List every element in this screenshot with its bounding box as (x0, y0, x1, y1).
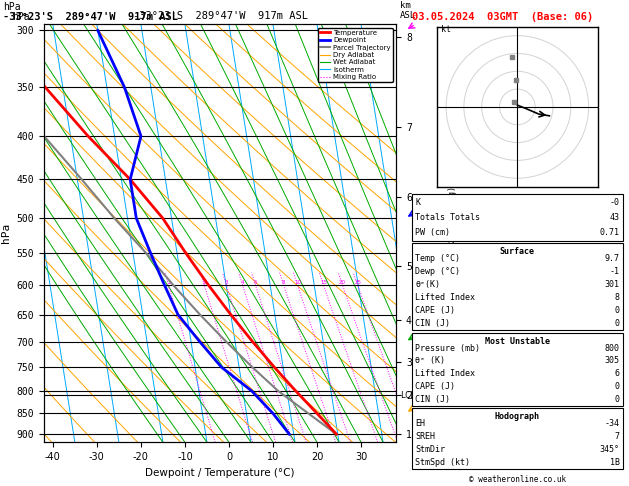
Text: θᵉ (K): θᵉ (K) (415, 356, 445, 365)
Text: -33°23'S  289°47'W  917m ASL: -33°23'S 289°47'W 917m ASL (3, 12, 178, 22)
Text: K: K (415, 198, 420, 207)
Text: θᵉ(K): θᵉ(K) (415, 280, 440, 289)
Text: Lifted Index: Lifted Index (415, 293, 475, 302)
Text: 0: 0 (615, 306, 620, 315)
Text: 0: 0 (615, 382, 620, 391)
Text: -0: -0 (610, 198, 620, 207)
Text: 25: 25 (354, 280, 361, 285)
Text: 3: 3 (225, 280, 228, 285)
Text: Lifted Index: Lifted Index (415, 369, 475, 378)
Text: StmDir: StmDir (415, 445, 445, 454)
Text: 4: 4 (241, 280, 244, 285)
Text: CIN (J): CIN (J) (415, 319, 450, 329)
Text: Dewp (°C): Dewp (°C) (415, 267, 460, 276)
Text: Mixing Ratio (g/kg): Mixing Ratio (g/kg) (448, 186, 457, 281)
Text: 2: 2 (203, 280, 206, 285)
Text: kt: kt (441, 25, 451, 34)
Text: Hodograph: Hodograph (495, 412, 540, 421)
Bar (412, 408, 623, 469)
Text: km
ASL: km ASL (400, 0, 416, 20)
Y-axis label: hPa: hPa (1, 223, 11, 243)
Text: 8: 8 (615, 293, 620, 302)
Text: 8: 8 (282, 280, 286, 285)
Text: CAPE (J): CAPE (J) (415, 306, 455, 315)
Text: 15: 15 (320, 280, 327, 285)
Text: PW (cm): PW (cm) (415, 228, 450, 237)
Text: 0.71: 0.71 (599, 228, 620, 237)
Text: 305: 305 (604, 356, 620, 365)
Text: 6: 6 (615, 369, 620, 378)
Bar (412, 243, 623, 330)
Text: Most Unstable: Most Unstable (485, 337, 550, 346)
Text: Surface: Surface (500, 247, 535, 256)
Text: 345°: 345° (599, 445, 620, 454)
Text: -34: -34 (604, 419, 620, 428)
Text: EH: EH (415, 419, 425, 428)
Text: 1B: 1B (610, 458, 620, 467)
Text: 5: 5 (253, 280, 257, 285)
Text: StmSpd (kt): StmSpd (kt) (415, 458, 470, 467)
Text: 03.05.2024  03GMT  (Base: 06): 03.05.2024 03GMT (Base: 06) (412, 12, 593, 22)
Text: 0: 0 (615, 319, 620, 329)
Text: Totals Totals: Totals Totals (415, 213, 480, 222)
Text: 0: 0 (615, 395, 620, 404)
Text: -1: -1 (610, 267, 620, 276)
Text: CIN (J): CIN (J) (415, 395, 450, 404)
Text: Pressure (mb): Pressure (mb) (415, 344, 480, 352)
Legend: Temperature, Dewpoint, Parcel Trajectory, Dry Adiabat, Wet Adiabat, Isotherm, Mi: Temperature, Dewpoint, Parcel Trajectory… (318, 28, 392, 82)
Bar (412, 194, 623, 241)
Text: hPa: hPa (3, 2, 21, 12)
Text: 7: 7 (615, 432, 620, 441)
Text: 1: 1 (167, 280, 170, 285)
Bar (412, 333, 623, 406)
Title: -33°23'S  289°47'W  917m ASL: -33°23'S 289°47'W 917m ASL (133, 11, 308, 21)
Text: 10: 10 (294, 280, 301, 285)
Text: hPa: hPa (13, 12, 30, 22)
Text: 301: 301 (604, 280, 620, 289)
Text: 800: 800 (604, 344, 620, 352)
Text: Temp (°C): Temp (°C) (415, 254, 460, 263)
X-axis label: Dewpoint / Temperature (°C): Dewpoint / Temperature (°C) (145, 468, 295, 478)
Text: 20: 20 (339, 280, 346, 285)
Text: LCL: LCL (400, 391, 415, 400)
Text: SREH: SREH (415, 432, 435, 441)
Text: CAPE (J): CAPE (J) (415, 382, 455, 391)
Text: 9.7: 9.7 (604, 254, 620, 263)
Text: 43: 43 (610, 213, 620, 222)
Text: © weatheronline.co.uk: © weatheronline.co.uk (469, 474, 566, 484)
